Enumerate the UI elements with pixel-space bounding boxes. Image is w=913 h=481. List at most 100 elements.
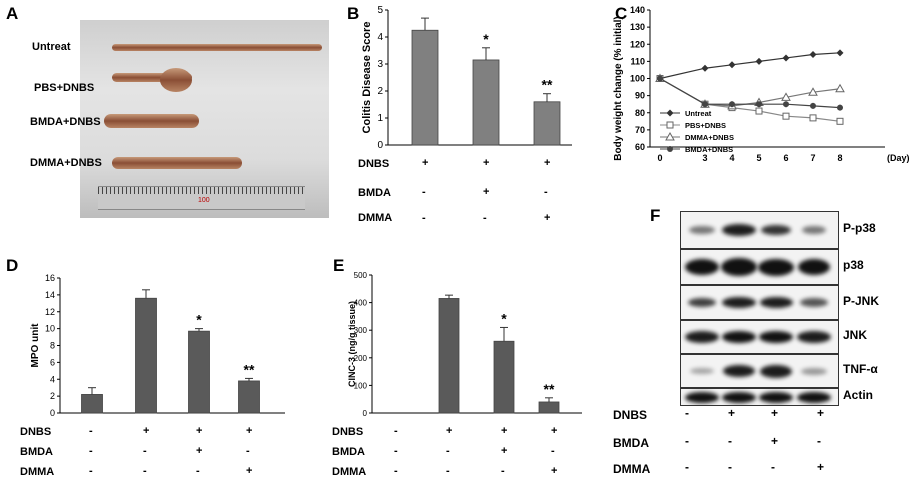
c-data-point xyxy=(702,101,708,108)
blot-band xyxy=(688,298,716,307)
f-sign: - xyxy=(728,460,732,474)
c-data-point xyxy=(836,117,844,125)
d-sign: + xyxy=(196,445,203,457)
c-data-point xyxy=(657,75,663,82)
f-row-dmma: DMMA xyxy=(613,462,651,476)
photo-label-untreat: Untreat xyxy=(32,41,71,53)
blot-band xyxy=(798,259,830,275)
e-sign: - xyxy=(394,445,398,457)
e-y-tick-label: 400 xyxy=(354,299,368,308)
blot-band xyxy=(797,391,831,403)
colon-pbs-head xyxy=(160,68,192,92)
blot-band xyxy=(723,365,755,377)
f-sign: + xyxy=(728,406,736,420)
blot-label: TNF-α xyxy=(843,362,878,376)
c-data-point xyxy=(782,54,790,62)
e-sign: + xyxy=(551,425,558,437)
d-y-tick-label: 14 xyxy=(45,290,55,300)
blot-band xyxy=(685,391,719,403)
c-data-point xyxy=(781,92,791,101)
e-sign: + xyxy=(551,465,558,477)
c-data-point xyxy=(756,101,762,108)
d-sign: - xyxy=(89,445,93,457)
d-y-tick-label: 4 xyxy=(50,374,55,384)
colon-pbs xyxy=(112,73,192,82)
e-sign: + xyxy=(501,425,508,437)
e-y-tick-label: 200 xyxy=(354,354,368,363)
b-sign: + xyxy=(422,157,429,169)
blot-label: P-p38 xyxy=(843,221,876,235)
e-bar xyxy=(538,401,560,414)
colon-dmma xyxy=(112,157,242,169)
b-row-dnbs: DNBS xyxy=(358,158,390,170)
c-data-point xyxy=(809,114,817,122)
c-data-point xyxy=(836,49,844,57)
c-legend-marker xyxy=(665,131,675,141)
b-row-bmda: BMDA xyxy=(358,187,391,199)
d-sign: + xyxy=(246,425,253,437)
e-y-tick-label: 0 xyxy=(363,409,368,418)
d-y-tick-label: 6 xyxy=(50,357,55,367)
d-y-tick-label: 2 xyxy=(50,391,55,401)
d-y-tick-label: 0 xyxy=(50,408,55,418)
blot-band xyxy=(690,368,714,374)
e-sign: - xyxy=(446,445,450,457)
blot-band xyxy=(721,258,757,276)
d-sign: - xyxy=(143,445,147,457)
panel-c-letter: C xyxy=(615,4,628,23)
blot-band xyxy=(722,331,756,343)
c-x-tick-label: 5 xyxy=(756,153,761,163)
blot-band xyxy=(801,367,827,375)
c-data-point xyxy=(810,102,816,109)
c-x-tick-label: 7 xyxy=(810,153,815,163)
c-x-tick-label: 3 xyxy=(702,153,707,163)
f-sign: - xyxy=(685,460,689,474)
c-data-point xyxy=(809,51,817,59)
blot-band xyxy=(759,391,793,403)
e-row-dmma: DMMA xyxy=(332,466,367,478)
b-sign: + xyxy=(483,186,490,198)
f-sign: - xyxy=(771,460,775,474)
d-row-bmda: BMDA xyxy=(20,446,53,458)
b-significance-star: * xyxy=(483,31,489,47)
c-data-point xyxy=(701,64,709,72)
blot-band xyxy=(685,259,719,275)
d-row-dnbs: DNBS xyxy=(20,426,52,438)
blot-strip xyxy=(680,388,839,406)
c-x-tick-label: 4 xyxy=(729,153,734,163)
d-bar xyxy=(188,330,210,414)
blot-band xyxy=(722,297,756,308)
c-legend-marker xyxy=(666,121,674,129)
c-legend-label: PBS+DNBS xyxy=(685,121,726,130)
blot-band xyxy=(722,391,756,403)
d-sign: + xyxy=(143,425,150,437)
panel-d-letter: D xyxy=(6,256,19,275)
c-legend-marker xyxy=(666,109,674,117)
b-significance-star: ** xyxy=(542,77,553,93)
d-y-tick-label: 12 xyxy=(45,307,55,317)
c-y-tick-label: 140 xyxy=(630,5,645,15)
c-legend-label: BMDA+DNBS xyxy=(685,145,733,154)
photo-label-pbs: PBS+DNBS xyxy=(34,82,95,94)
b-sign: - xyxy=(422,212,426,224)
b-y-axis-label: Colitis Disease Score xyxy=(361,22,373,134)
e-sign: - xyxy=(446,465,450,477)
d-y-tick-label: 16 xyxy=(45,273,55,283)
photo-label-bmda: BMDA+DNBS xyxy=(30,116,101,128)
colon-bmda xyxy=(104,114,199,128)
panel-a-letter: A xyxy=(6,4,19,23)
e-sign: - xyxy=(551,445,555,457)
e-sign: - xyxy=(501,465,505,477)
blot-strip xyxy=(680,249,839,285)
c-legend-label: Untreat xyxy=(685,109,712,118)
blot-band xyxy=(761,225,791,235)
chart-c: 60 70 80 90 100 110 120 130 140 0 3 4 5 6 7 8 (Day) Body … xyxy=(613,5,910,163)
c-data-point xyxy=(755,57,763,65)
panel-f-letter: F xyxy=(650,206,661,225)
blot-strip xyxy=(680,285,839,320)
b-row-dmma: DMMA xyxy=(358,212,393,224)
blot-label: Actin xyxy=(843,388,873,402)
b-y-tick-label: 0 xyxy=(377,140,383,150)
e-sign: + xyxy=(446,425,453,437)
